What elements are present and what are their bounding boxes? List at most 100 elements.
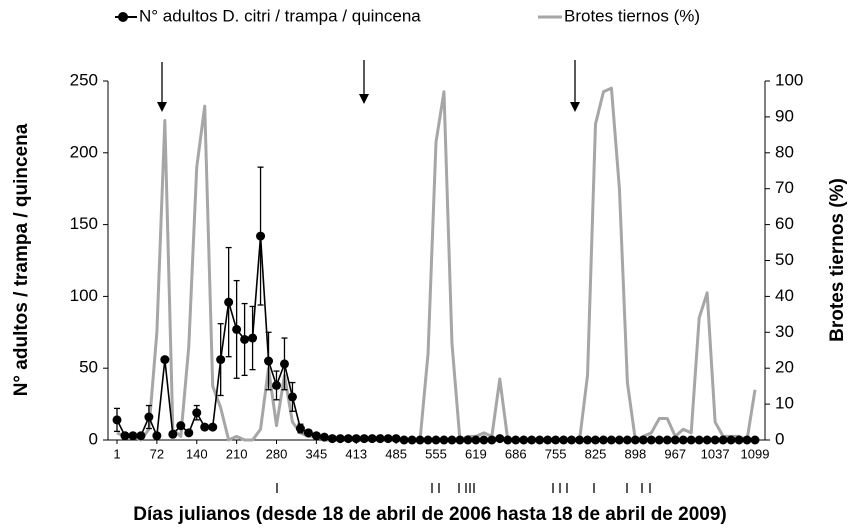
marker	[567, 435, 577, 445]
x-tick-label: 1	[113, 446, 120, 461]
marker	[606, 435, 616, 445]
marker	[264, 356, 274, 366]
x-tick-label: 345	[306, 446, 328, 461]
marker	[487, 435, 497, 445]
marker	[295, 424, 305, 434]
marker	[575, 435, 585, 445]
marker	[200, 422, 210, 432]
marker	[423, 435, 433, 445]
y-tick-label: 150	[70, 214, 98, 233]
y-tick-label: 100	[70, 286, 98, 305]
x-tick-label: 280	[266, 446, 288, 461]
marker	[543, 435, 553, 445]
marker	[272, 380, 281, 390]
marker	[184, 428, 194, 438]
marker	[527, 435, 537, 445]
marker	[120, 431, 130, 441]
marker	[112, 415, 122, 425]
marker	[343, 434, 353, 444]
marker	[710, 435, 720, 445]
x-tick-label: 413	[345, 446, 367, 461]
marker	[216, 355, 226, 365]
marker	[630, 435, 640, 445]
x-tick-label: 485	[385, 446, 407, 461]
x-tick-label: 210	[226, 446, 248, 461]
marker	[750, 435, 760, 445]
marker	[447, 435, 457, 445]
marker	[471, 435, 481, 445]
marker	[248, 333, 258, 343]
y2-tick-label: 40	[775, 286, 794, 305]
marker	[551, 435, 561, 445]
x-tick-label: 140	[186, 446, 208, 461]
marker	[168, 429, 178, 439]
marker	[495, 434, 505, 444]
marker	[583, 435, 593, 445]
legend-label: N° adultos D. citri / trampa / quincena	[139, 6, 421, 25]
series-line	[116, 86, 757, 442]
marker	[694, 435, 704, 445]
marker	[232, 324, 242, 334]
x-tick-label: 967	[664, 446, 686, 461]
y2-tick-label: 90	[775, 106, 794, 125]
marker	[279, 359, 289, 369]
marker	[479, 435, 489, 445]
marker	[622, 435, 632, 445]
marker	[670, 435, 680, 445]
marker	[718, 435, 728, 445]
marker	[351, 434, 361, 444]
marker	[463, 435, 473, 445]
y2-tick-label: 20	[775, 358, 794, 377]
y2-tick-label: 10	[775, 394, 794, 413]
legend: N° adultos D. citri / trampa / quincena …	[115, 6, 700, 25]
arrows	[157, 60, 580, 112]
marker	[702, 435, 712, 445]
marker	[208, 422, 218, 432]
marker	[359, 434, 369, 444]
marker	[726, 435, 736, 445]
marker	[598, 435, 608, 445]
marker	[455, 435, 465, 445]
y2-tick-label: 50	[775, 250, 794, 269]
marker	[303, 428, 313, 438]
x-tick-label: 619	[465, 446, 487, 461]
marker	[367, 434, 377, 444]
y2-tick-label: 30	[775, 322, 794, 341]
marker	[503, 435, 513, 445]
marker	[535, 435, 545, 445]
marker	[439, 435, 449, 445]
marker	[591, 435, 600, 445]
marker	[327, 434, 337, 444]
y-tick-label: 50	[79, 358, 98, 377]
marker	[240, 334, 250, 344]
marker	[654, 435, 664, 445]
y2-tick-label: 0	[775, 429, 784, 448]
marker	[375, 434, 385, 444]
y-tick-label: 0	[89, 429, 98, 448]
marker	[152, 431, 162, 441]
x-tick-label: 1099	[741, 446, 770, 461]
marker	[160, 355, 170, 365]
marker	[511, 435, 521, 445]
marker	[638, 435, 648, 445]
legend-label: Brotes tiernos (%)	[564, 6, 700, 25]
marker	[311, 431, 321, 441]
y2-tick-label: 100	[775, 70, 803, 89]
marker	[742, 435, 752, 445]
marker	[128, 431, 138, 441]
marker	[662, 435, 672, 445]
marker	[136, 431, 146, 441]
marker	[678, 435, 688, 445]
marker	[256, 231, 266, 241]
marker	[224, 297, 234, 307]
y-tick-label: 200	[70, 142, 98, 161]
marker	[614, 435, 624, 445]
marker	[144, 412, 154, 422]
marker	[319, 432, 329, 442]
x-tick-label: 825	[585, 446, 607, 461]
marker	[519, 435, 529, 445]
y-axis-title: N° adultos / trampa / quincena	[11, 123, 32, 396]
y2-tick-label: 70	[775, 178, 794, 197]
marker	[391, 434, 401, 444]
